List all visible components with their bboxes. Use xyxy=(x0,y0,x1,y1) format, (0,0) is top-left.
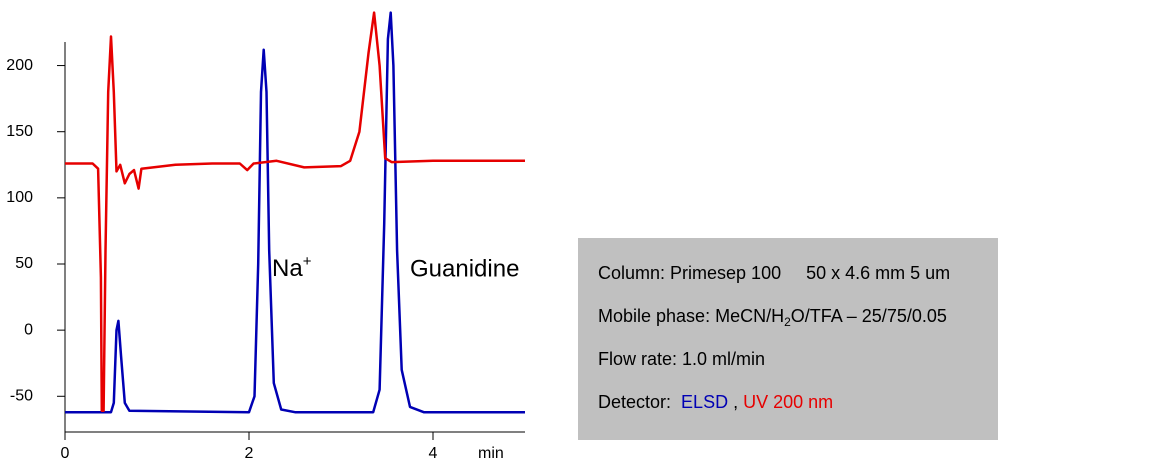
info-box: Column: Primesep 100 50 x 4.6 mm 5 um Mo… xyxy=(578,238,998,440)
info-text: Detector: xyxy=(598,392,672,412)
x-tick-label: 0 xyxy=(61,445,70,462)
info-text: O/TFA – 25/75/0.05 xyxy=(790,306,947,326)
info-text: , xyxy=(733,392,739,412)
line xyxy=(65,11,525,414)
x-axis-label: min xyxy=(478,445,504,462)
info-sub: 2 xyxy=(784,315,791,329)
y-tick-label: 0 xyxy=(24,321,33,338)
info-line: Flow rate: 1.0 ml/min xyxy=(598,349,766,369)
x-tick-label: 4 xyxy=(429,445,438,462)
info-line: Mobile phase: MeCN/H2O/TFA – 25/75/0.05 xyxy=(598,299,998,342)
y-tick-label: 50 xyxy=(15,255,33,272)
detector-name: UV 200 nm xyxy=(743,392,834,412)
line xyxy=(65,11,525,413)
info-line: Column: Primesep 100 50 x 4.6 mm 5 um xyxy=(598,263,951,283)
y-tick-label: -50 xyxy=(10,388,33,405)
x-tick-label: 2 xyxy=(245,445,254,462)
annotation-text: Na xyxy=(272,255,303,282)
annotation-sup: + xyxy=(303,253,312,270)
info-text: Mobile phase: MeCN/H xyxy=(598,306,785,326)
annotation: Guanidine xyxy=(410,255,519,282)
annotation: Na+ xyxy=(272,253,312,282)
y-tick-label: 200 xyxy=(6,57,33,74)
detector-name: ELSD xyxy=(681,392,729,412)
info-line: Detector: ELSD , UV 200 nm xyxy=(598,385,998,428)
y-tick-label: 150 xyxy=(6,123,33,140)
y-tick-label: 100 xyxy=(6,189,33,206)
